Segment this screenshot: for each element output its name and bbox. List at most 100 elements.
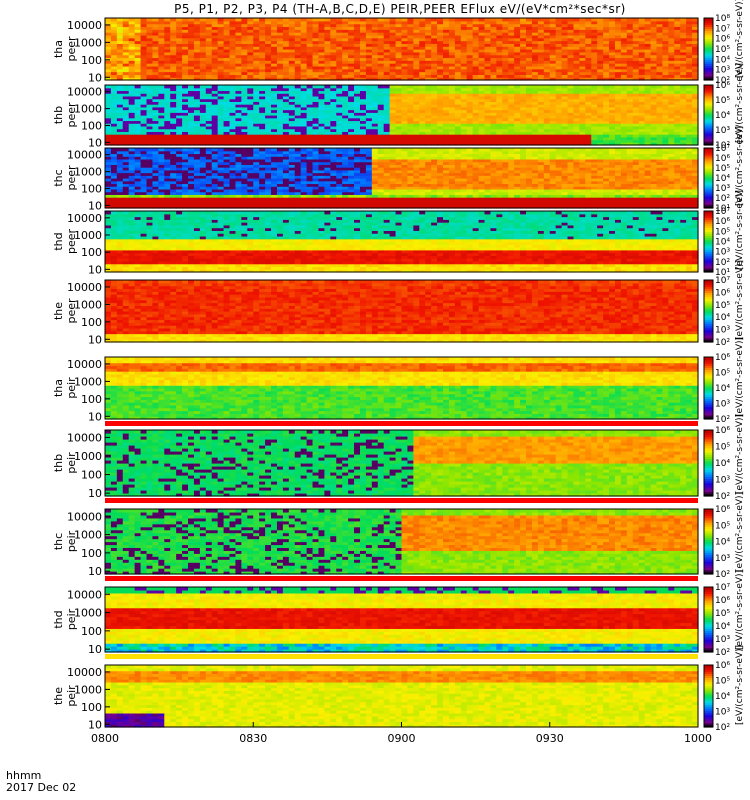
heatmap-cell: [567, 57, 575, 61]
heatmap-cell: [401, 49, 409, 53]
heatmap-cell: [306, 85, 314, 89]
heatmap-cell: [591, 18, 598, 22]
heatmap-cell: [389, 74, 397, 78]
heatmap-cell: [324, 54, 331, 59]
heatmap-cell: [229, 34, 237, 39]
heatmap-cell: [680, 32, 687, 36]
heatmap-cell: [105, 125, 112, 130]
heatmap-cell: [176, 139, 183, 143]
colorbar-step: [704, 67, 713, 71]
heatmap-cell: [217, 136, 225, 141]
heatmap-cell: [324, 60, 331, 64]
heatmap-cell: [276, 101, 284, 105]
heatmap-cell: [484, 65, 492, 70]
heatmap-cell: [330, 46, 337, 50]
heatmap-cell: [170, 77, 177, 81]
heatmap-cell: [383, 18, 391, 22]
heatmap-cell: [199, 125, 207, 130]
heatmap-cell: [460, 20, 468, 25]
heatmap-cell: [318, 46, 326, 50]
heatmap-cell: [377, 51, 385, 56]
heatmap-cell: [348, 98, 355, 102]
heatmap-cell: [585, 32, 592, 36]
heatmap-cell: [626, 60, 634, 64]
heatmap-cell: [354, 95, 361, 100]
heatmap-cell: [158, 120, 165, 124]
heatmap-cell: [656, 37, 664, 42]
heatmap-cell: [253, 104, 260, 108]
heatmap-cell: [158, 74, 165, 78]
heatmap-cell: [312, 109, 320, 113]
heatmap-cell: [170, 117, 177, 122]
heatmap-cell: [318, 90, 326, 94]
heatmap-cell: [543, 40, 551, 44]
heatmap-cell: [152, 120, 159, 124]
heatmap-cell: [354, 139, 361, 143]
heatmap-cell: [407, 26, 414, 30]
heatmap-cell: [282, 123, 290, 127]
heatmap-cell: [324, 32, 331, 36]
heatmap-cell: [288, 131, 296, 135]
heatmap-cell: [644, 46, 652, 50]
heatmap-cell: [490, 43, 497, 47]
heatmap-cell: [692, 71, 699, 75]
heatmap-cell: [555, 71, 563, 75]
heatmap-cell: [235, 43, 242, 47]
heatmap-cell: [407, 20, 414, 25]
heatmap-cell: [520, 34, 527, 39]
heatmap-cell: [609, 34, 616, 39]
heatmap-cell: [644, 65, 652, 70]
heatmap-cell: [170, 123, 177, 127]
heatmap-cell: [377, 20, 385, 25]
heatmap-cell: [692, 40, 699, 44]
heatmap-cell: [193, 71, 201, 75]
heatmap-cell: [620, 34, 628, 39]
heatmap-cell: [265, 26, 272, 30]
heatmap-cell: [330, 115, 337, 119]
heatmap-cell: [531, 60, 539, 64]
heatmap-cell: [105, 134, 112, 138]
heatmap-cell: [176, 43, 183, 47]
heatmap-cell: [253, 37, 260, 42]
heatmap-cell: [110, 139, 118, 143]
heatmap-cell: [371, 51, 379, 56]
heatmap-cell: [359, 128, 367, 132]
heatmap-cell: [413, 54, 420, 59]
heatmap-cell: [152, 65, 159, 70]
heatmap-cell: [241, 43, 248, 47]
heatmap-cell: [478, 63, 486, 67]
heatmap-cell: [188, 128, 195, 132]
heatmap-cell: [336, 104, 343, 108]
heatmap-cell: [146, 131, 154, 135]
heatmap-cell: [306, 77, 314, 81]
heatmap-cell: [306, 98, 314, 102]
heatmap-cell: [389, 71, 397, 75]
heatmap-cell: [448, 60, 456, 64]
heatmap-cell: [478, 51, 486, 56]
heatmap-cell: [496, 32, 503, 36]
heatmap-cell: [668, 20, 675, 25]
heatmap-cell: [413, 77, 420, 81]
heatmap-cell: [271, 20, 278, 25]
heatmap-cell: [158, 32, 165, 36]
heatmap-cell: [377, 60, 385, 64]
heatmap-cell: [348, 131, 355, 135]
heatmap-cell: [425, 63, 432, 67]
heatmap-cell: [686, 46, 693, 50]
heatmap-cell: [158, 40, 165, 44]
heatmap-cell: [182, 46, 189, 50]
heatmap-cell: [170, 87, 177, 92]
heatmap-cell: [188, 51, 195, 56]
heatmap-cell: [543, 23, 551, 28]
heatmap-cell: [241, 46, 248, 50]
heatmap-cell: [152, 43, 159, 47]
heatmap-cell: [318, 101, 326, 105]
heatmap-cell: [116, 60, 124, 64]
heatmap-cell: [288, 63, 296, 67]
heatmap-cell: [348, 87, 355, 92]
heatmap-cell: [146, 101, 154, 105]
heatmap-cell: [288, 142, 296, 146]
heatmap-cell: [116, 142, 124, 146]
heatmap-cell: [193, 134, 201, 138]
